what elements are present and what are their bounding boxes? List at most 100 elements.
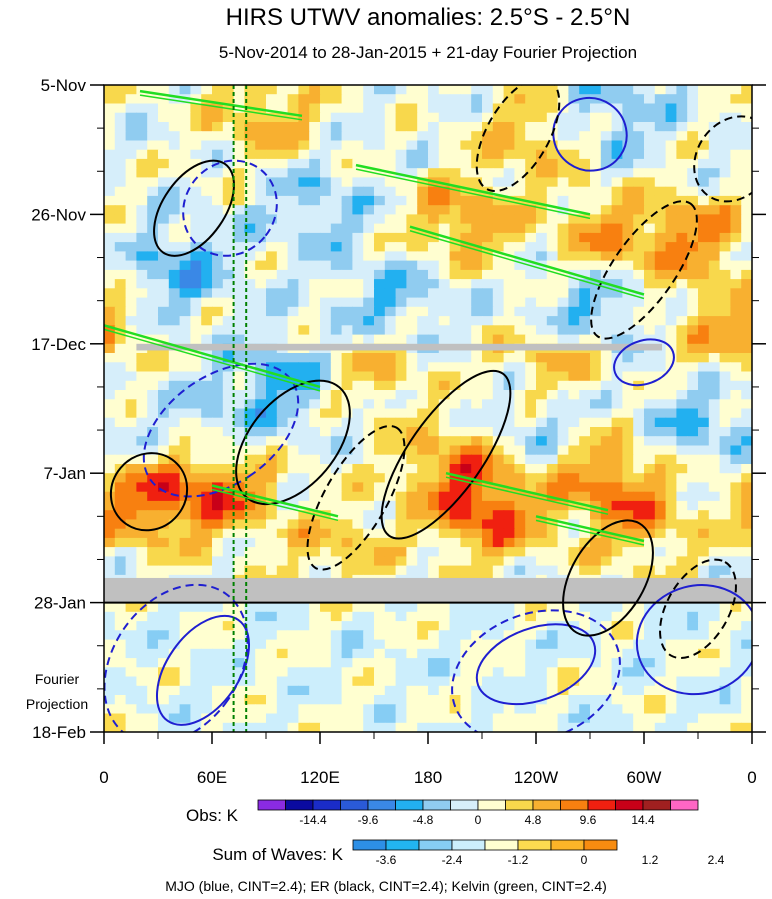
heatmap-cell <box>741 519 752 530</box>
obs-colorbar-swatch <box>422 799 451 811</box>
heatmap-cell <box>503 473 515 483</box>
heatmap-cell <box>395 630 407 641</box>
heatmap-cell <box>492 519 505 530</box>
heatmap-cell <box>201 94 213 104</box>
heatmap-cell <box>320 269 332 280</box>
heatmap-cell <box>147 676 159 687</box>
heatmap-cell <box>676 630 688 641</box>
heatmap-cell <box>741 288 752 299</box>
heatmap-cell <box>298 695 310 705</box>
obs-colorbar-swatch <box>312 799 341 811</box>
heatmap-cell <box>125 427 137 437</box>
heatmap-cell <box>482 500 494 511</box>
heatmap-cell <box>676 380 688 391</box>
heatmap-cell <box>395 500 407 511</box>
heatmap-cell <box>330 242 343 252</box>
heatmap-cell <box>417 149 429 160</box>
heatmap-cell <box>568 658 580 668</box>
heatmap-cell <box>276 519 289 530</box>
heatmap-cell <box>514 704 526 715</box>
heatmap-cell <box>482 316 494 326</box>
heatmap-cell <box>222 537 235 548</box>
heatmap-cell <box>136 380 148 391</box>
heatmap-cell <box>449 371 461 382</box>
heatmap-cell <box>600 168 613 178</box>
heatmap-cell <box>611 251 623 262</box>
heatmap-cell <box>222 685 235 696</box>
heatmap-cell <box>536 648 548 659</box>
heatmap-cell <box>276 380 289 391</box>
heatmap-cell <box>395 232 407 243</box>
heatmap-cell <box>255 482 267 493</box>
heatmap-cell <box>266 158 278 169</box>
heatmap-cell <box>244 547 256 557</box>
heatmap-cell <box>190 195 202 206</box>
heatmap-cell <box>309 85 321 95</box>
heatmap-cell <box>212 85 224 95</box>
heatmap-cell <box>482 491 494 502</box>
heatmap-cell <box>276 158 289 169</box>
heatmap-cell <box>492 112 505 123</box>
heatmap-cell <box>212 269 224 280</box>
heatmap-cell <box>698 713 710 724</box>
heatmap-cell <box>590 177 602 188</box>
heatmap-cell <box>449 528 461 539</box>
heatmap-cell <box>514 140 526 151</box>
heatmap-cell <box>665 611 677 622</box>
heatmap-cell <box>406 408 418 419</box>
heatmap-cell <box>482 168 494 178</box>
heatmap-cell <box>557 556 569 567</box>
heatmap-cell <box>201 251 213 262</box>
heatmap-cell <box>125 408 137 419</box>
heatmap-cell <box>320 667 332 678</box>
heatmap-cell <box>471 630 483 641</box>
heatmap-cell <box>525 316 537 326</box>
heatmap-cell <box>244 242 256 252</box>
heatmap-cell <box>384 547 397 557</box>
heatmap-cell <box>536 94 548 104</box>
heatmap-cell <box>579 602 591 613</box>
heatmap-cell <box>514 399 526 410</box>
heatmap-cell <box>654 528 667 539</box>
heatmap-cell <box>201 168 213 178</box>
heatmap-cell <box>341 288 353 299</box>
heatmap-cell <box>309 704 321 715</box>
heatmap-cell <box>276 565 289 576</box>
heatmap-cell <box>384 630 397 641</box>
heatmap-cell <box>298 353 310 363</box>
heatmap-cell <box>330 436 343 446</box>
heatmap-cell <box>298 168 310 178</box>
heatmap-cell <box>330 519 343 530</box>
heatmap-cell <box>276 704 289 715</box>
heatmap-cell <box>201 297 213 308</box>
heatmap-cell <box>492 122 505 132</box>
heatmap-cell <box>687 158 699 169</box>
heatmap-cell <box>676 482 688 493</box>
heatmap-cell <box>298 232 310 243</box>
heatmap-cell <box>125 279 137 289</box>
heatmap-cell <box>622 602 634 613</box>
heatmap-cell <box>147 353 159 363</box>
heatmap-cell <box>406 639 418 650</box>
heatmap-cell <box>698 611 710 622</box>
heatmap-cell <box>168 390 181 400</box>
heatmap-cell <box>309 658 321 668</box>
heatmap-cell <box>644 556 656 567</box>
heatmap-cell <box>233 380 245 391</box>
heatmap-cell <box>168 279 181 289</box>
heatmap-cell <box>590 269 602 280</box>
heatmap-cell <box>330 704 343 715</box>
heatmap-cell <box>557 537 569 548</box>
heatmap-cell <box>406 214 418 225</box>
heatmap-cell <box>125 630 137 641</box>
heatmap-cell <box>471 325 483 336</box>
heatmap-cell <box>622 158 634 169</box>
heatmap-cell <box>320 695 332 705</box>
heatmap-cell <box>525 685 537 696</box>
heatmap-cell <box>525 648 537 659</box>
heatmap-cell <box>266 602 278 613</box>
heatmap-cell <box>309 473 321 483</box>
heatmap-cell <box>654 436 667 446</box>
heatmap-cell <box>330 445 343 456</box>
heatmap-cell <box>633 427 645 437</box>
